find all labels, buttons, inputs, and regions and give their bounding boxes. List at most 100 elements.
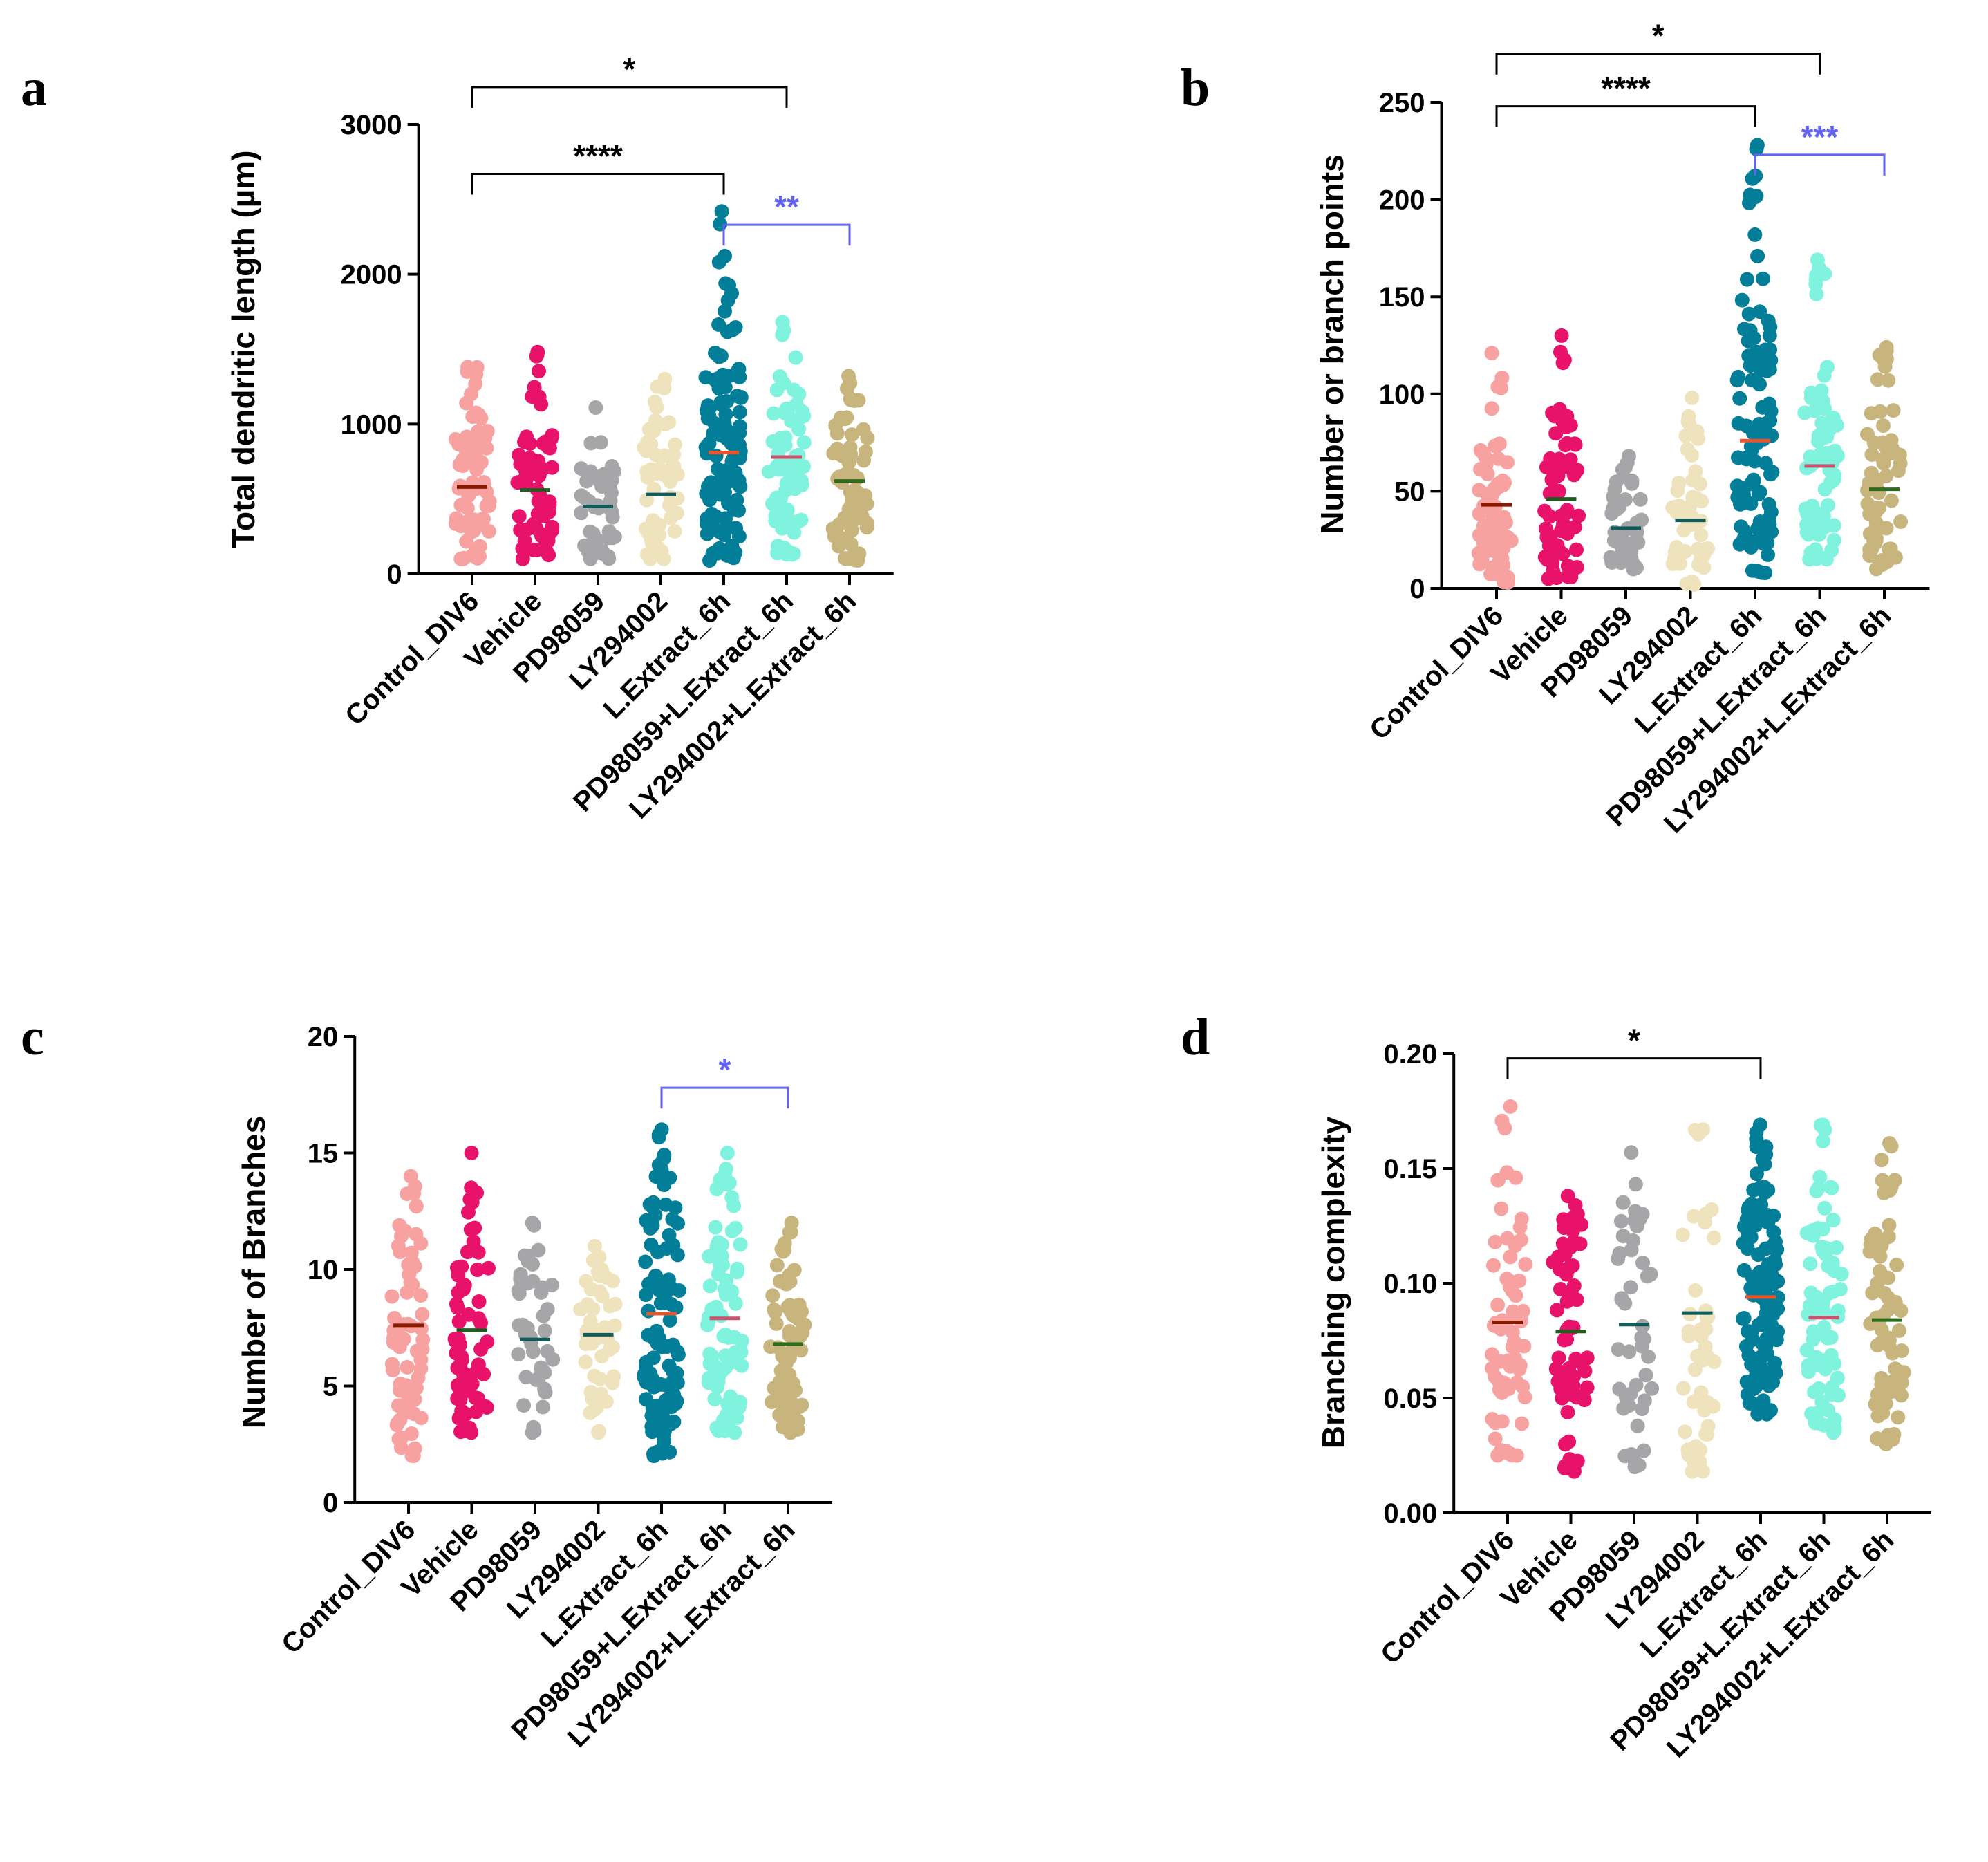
data-point	[460, 501, 475, 516]
data-point	[667, 524, 682, 539]
data-point	[1732, 391, 1747, 406]
data-point	[1891, 1410, 1906, 1425]
data-point	[1741, 1324, 1755, 1339]
panel-letter-c: c	[21, 1008, 44, 1066]
data-point	[724, 539, 740, 554]
data-point	[1747, 189, 1762, 205]
data-point	[592, 1387, 607, 1402]
data-point	[515, 1317, 530, 1332]
data-point	[1741, 1230, 1756, 1245]
data-point	[526, 542, 541, 557]
data-point	[856, 453, 871, 468]
y-tick-label: 0	[1409, 574, 1425, 604]
data-point	[733, 1237, 748, 1252]
data-point	[721, 369, 736, 384]
data-point	[1763, 353, 1779, 368]
data-point	[391, 1398, 406, 1413]
data-point	[1743, 323, 1758, 338]
data-point	[699, 403, 714, 418]
data-point	[1746, 1207, 1761, 1222]
data-point	[786, 546, 801, 561]
data-point	[647, 394, 662, 409]
data-point	[1803, 1256, 1818, 1272]
significance-bracket	[1754, 153, 1886, 176]
data-point	[1736, 1263, 1752, 1278]
data-point	[1680, 413, 1696, 429]
data-point	[393, 1440, 409, 1455]
data-point	[780, 457, 795, 472]
data-point	[1628, 1177, 1643, 1192]
data-point	[1873, 1249, 1888, 1264]
data-point	[666, 1238, 681, 1253]
data-point	[458, 1384, 473, 1399]
data-point	[387, 1311, 402, 1325]
data-point	[641, 422, 657, 437]
data-point	[782, 1225, 797, 1240]
data-point	[527, 380, 542, 395]
data-point	[1753, 363, 1768, 378]
data-point	[1802, 1298, 1817, 1313]
data-points-6	[761, 315, 812, 562]
data-point	[1803, 1285, 1819, 1301]
data-point	[1738, 1339, 1754, 1354]
data-point	[591, 1424, 606, 1440]
data-point	[790, 1413, 805, 1428]
data-point	[1885, 1346, 1900, 1361]
data-point	[843, 391, 858, 406]
data-point	[582, 538, 597, 553]
data-point	[1678, 428, 1694, 443]
data-point	[1826, 1284, 1841, 1299]
data-point	[1770, 1290, 1785, 1305]
data-point	[1759, 1281, 1774, 1296]
significance-bracket	[471, 173, 725, 195]
data-point	[1873, 1263, 1887, 1278]
data-point	[1763, 505, 1779, 520]
data-point	[592, 1284, 608, 1299]
data-point	[1499, 1272, 1515, 1287]
data-points-6	[1797, 252, 1845, 567]
data-point	[1686, 1395, 1701, 1410]
data-point	[405, 1445, 420, 1460]
data-point	[765, 1288, 780, 1303]
data-point	[479, 1399, 494, 1415]
data-point	[639, 464, 655, 479]
data-point	[1755, 271, 1770, 286]
data-point	[1497, 510, 1511, 525]
data-point	[517, 1248, 532, 1263]
data-point	[1891, 463, 1906, 478]
data-point	[1767, 1253, 1783, 1268]
data-point	[1803, 545, 1819, 560]
data-point	[1604, 506, 1620, 521]
data-point	[585, 526, 601, 541]
significance-label: ****	[573, 138, 623, 174]
data-point	[1624, 473, 1640, 488]
data-point	[845, 427, 859, 443]
data-point	[451, 1411, 467, 1426]
data-point	[1500, 455, 1515, 470]
y-axis-label: Total dendritic length (µm)	[225, 150, 261, 548]
data-point	[1817, 1200, 1832, 1216]
data-point	[710, 546, 725, 561]
data-point	[392, 1339, 407, 1354]
data-point	[1804, 1406, 1819, 1422]
data-point	[702, 1356, 718, 1371]
data-point	[850, 470, 865, 485]
data-point	[702, 1278, 718, 1294]
data-point	[1555, 1365, 1570, 1380]
data-point	[1500, 1231, 1515, 1246]
data-point	[1799, 525, 1814, 540]
data-point	[469, 481, 484, 496]
y-tick-label: 0	[323, 1488, 338, 1518]
data-point	[527, 1424, 542, 1439]
data-point	[1864, 542, 1879, 557]
data-point	[668, 1200, 683, 1216]
data-point	[459, 395, 474, 411]
y-tick-label: 1000	[341, 409, 402, 440]
data-point	[1871, 501, 1886, 516]
data-point	[384, 1289, 400, 1304]
data-point	[1607, 482, 1622, 497]
data-point	[708, 1220, 723, 1235]
data-point	[1484, 401, 1499, 416]
data-point	[1494, 370, 1510, 385]
